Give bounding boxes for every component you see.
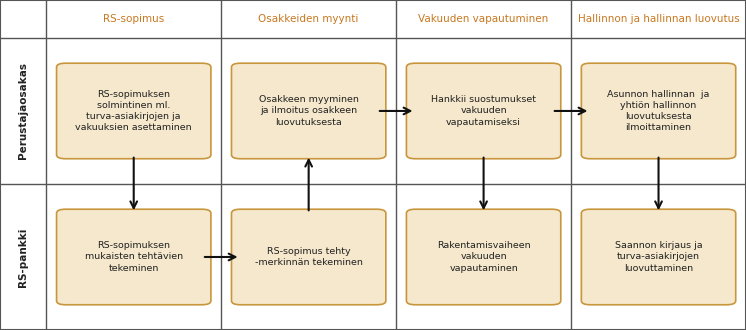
Text: Vakuuden vapautuminen: Vakuuden vapautuminen [419,14,549,24]
Text: RS-sopimuksen
mukaisten tehtävien
tekeminen: RS-sopimuksen mukaisten tehtävien tekemi… [84,241,183,273]
Text: RS-sopimuksen
solmintinen ml.
turva-asiakirjojen ja
vakuuksien asettaminen: RS-sopimuksen solmintinen ml. turva-asia… [75,90,192,132]
Text: Saannon kirjaus ja
turva-asiakirjojen
luovuttaminen: Saannon kirjaus ja turva-asiakirjojen lu… [615,241,702,273]
FancyBboxPatch shape [581,63,736,159]
Text: RS-sopimus: RS-sopimus [103,14,164,24]
Text: Hallinnon ja hallinnan luovutus: Hallinnon ja hallinnan luovutus [577,14,739,24]
Text: Perustajaosakas: Perustajaosakas [18,62,28,159]
FancyBboxPatch shape [57,63,211,159]
Text: Hankkii suostumukset
vakuuden
vapautamiseksi: Hankkii suostumukset vakuuden vapautamis… [431,95,536,127]
FancyBboxPatch shape [231,209,386,305]
FancyBboxPatch shape [581,209,736,305]
Text: RS-pankki: RS-pankki [18,227,28,287]
Text: RS-sopimus tehty
-merkinnän tekeminen: RS-sopimus tehty -merkinnän tekeminen [254,247,363,267]
FancyBboxPatch shape [407,209,561,305]
Text: Osakkeen myyminen
ja ilmoitus osakkeen
luovutuksesta: Osakkeen myyminen ja ilmoitus osakkeen l… [259,95,359,127]
Text: Osakkeiden myynti: Osakkeiden myynti [258,14,359,24]
Text: Rakentamisvaiheen
vakuuden
vapautaminen: Rakentamisvaiheen vakuuden vapautaminen [436,241,530,273]
FancyBboxPatch shape [231,63,386,159]
Text: Asunnon hallinnan  ja
yhtiön hallinnon
luovutuksesta
ilmoittaminen: Asunnon hallinnan ja yhtiön hallinnon lu… [607,90,709,132]
FancyBboxPatch shape [57,209,211,305]
FancyBboxPatch shape [407,63,561,159]
